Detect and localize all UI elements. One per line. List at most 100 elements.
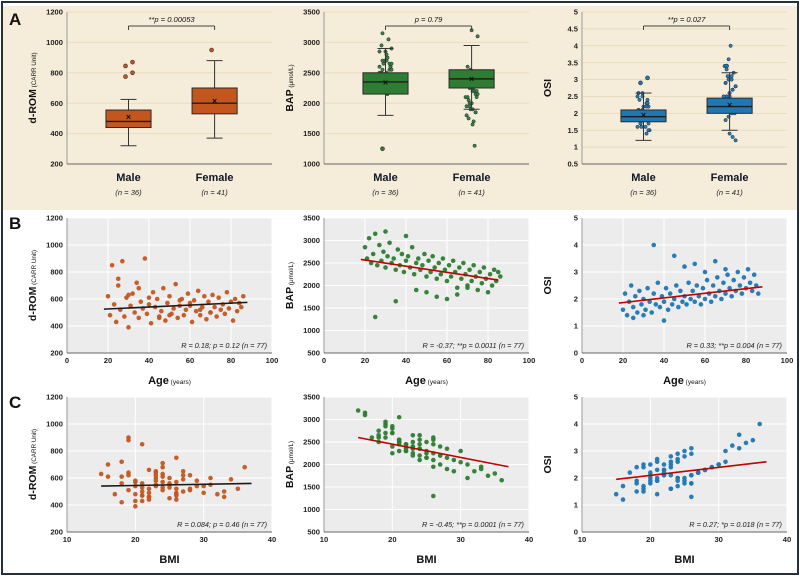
svg-text:200: 200 bbox=[50, 349, 63, 358]
svg-text:4.5: 4.5 bbox=[567, 24, 578, 33]
svg-text:1500: 1500 bbox=[303, 304, 320, 313]
svg-text:OSI: OSI bbox=[542, 79, 554, 97]
svg-text:(n = 36): (n = 36) bbox=[630, 188, 657, 197]
svg-text:1000: 1000 bbox=[46, 420, 63, 429]
svg-text:40: 40 bbox=[659, 356, 667, 365]
scatter-drom-vs-bmi: 200 400 600 800 1000 1200 d-ROM (CARR Unit) 10 2… bbox=[25, 389, 282, 568]
svg-text:BAP (μmol/L): BAP (μmol/L) bbox=[284, 64, 296, 111]
svg-text:1: 1 bbox=[573, 322, 578, 331]
svg-text:×: × bbox=[469, 74, 474, 84]
svg-text:600: 600 bbox=[50, 99, 63, 108]
svg-text:20: 20 bbox=[388, 535, 396, 544]
svg-text:2: 2 bbox=[573, 109, 577, 118]
svg-text:1: 1 bbox=[573, 143, 578, 152]
svg-text:3000: 3000 bbox=[303, 415, 320, 424]
panel-label-a: A bbox=[9, 10, 22, 29]
svg-text:2000: 2000 bbox=[303, 460, 320, 469]
svg-text:BMI: BMI bbox=[674, 554, 694, 566]
svg-text:40: 40 bbox=[402, 356, 410, 365]
svg-text:10: 10 bbox=[63, 535, 71, 544]
svg-text:BAP (μmol/L): BAP (μmol/L) bbox=[284, 441, 296, 488]
svg-text:40: 40 bbox=[145, 356, 153, 365]
svg-text:1000: 1000 bbox=[46, 38, 63, 47]
svg-text:100: 100 bbox=[523, 356, 536, 365]
scatter-bap-vs-age: 500 1000 1500 2000 2500 3000 3500 BAP (μmol/L) 0… bbox=[282, 210, 539, 389]
svg-text:1.5: 1.5 bbox=[567, 126, 578, 135]
svg-text:Male: Male bbox=[116, 172, 140, 184]
svg-text:×: × bbox=[383, 78, 388, 88]
svg-text:20: 20 bbox=[618, 356, 626, 365]
svg-text:80: 80 bbox=[741, 356, 749, 365]
svg-text:4: 4 bbox=[573, 241, 578, 250]
svg-text:3000: 3000 bbox=[303, 38, 320, 47]
svg-text:10: 10 bbox=[577, 535, 585, 544]
svg-text:5: 5 bbox=[573, 8, 578, 17]
chart-svg-a-osi: 0.5 1 1.5 2 2.5 3 3.5 4 4.5 5 OSI × Male (n = 36) × Fem… bbox=[542, 8, 787, 197]
svg-text:R = 0.084; p = 0.46 (n = 77): R = 0.084; p = 0.46 (n = 77) bbox=[177, 520, 267, 529]
svg-text:80: 80 bbox=[484, 356, 492, 365]
svg-text:1000: 1000 bbox=[303, 505, 320, 514]
scatter-osi-vs-bmi: 0 1 2 3 4 5 OSI 10 20 30 40 BMI R = 0.27; *p = 0.018… bbox=[540, 389, 797, 568]
svg-text:Male: Male bbox=[374, 172, 398, 184]
chart-svg-a-bap: 1000 1500 2000 2500 3000 3500 BAP (μmol/L) × Mal… bbox=[284, 8, 530, 197]
svg-text:×: × bbox=[641, 110, 646, 120]
svg-text:0: 0 bbox=[580, 356, 584, 365]
svg-text:0: 0 bbox=[65, 356, 69, 365]
svg-text:(n = 41): (n = 41) bbox=[716, 188, 743, 197]
svg-text:1500: 1500 bbox=[303, 129, 320, 138]
svg-text:BMI: BMI bbox=[417, 554, 437, 566]
svg-text:×: × bbox=[727, 100, 732, 110]
svg-text:Female: Female bbox=[196, 172, 234, 184]
boxplot-bap-by-sex: 1000 1500 2000 2500 3000 3500 BAP (μmol/L) × Mal… bbox=[282, 6, 539, 210]
svg-text:BAP (μmol/L): BAP (μmol/L) bbox=[284, 262, 296, 309]
svg-text:(n = 36): (n = 36) bbox=[115, 188, 142, 197]
svg-text:2000: 2000 bbox=[303, 99, 320, 108]
svg-text:1500: 1500 bbox=[303, 483, 320, 492]
svg-text:BMI: BMI bbox=[159, 554, 179, 566]
svg-text:400: 400 bbox=[50, 501, 63, 510]
svg-text:1200: 1200 bbox=[46, 214, 63, 223]
svg-text:1000: 1000 bbox=[303, 326, 320, 335]
svg-text:Female: Female bbox=[710, 172, 748, 184]
svg-text:2500: 2500 bbox=[303, 68, 320, 77]
svg-text:d-ROM (CARR Unit): d-ROM (CARR Unit) bbox=[27, 52, 39, 123]
svg-text:3.5: 3.5 bbox=[567, 58, 578, 67]
svg-text:(n = 41): (n = 41) bbox=[459, 188, 486, 197]
svg-text:p = 0.79: p = 0.79 bbox=[414, 15, 443, 24]
svg-text:1200: 1200 bbox=[46, 393, 63, 402]
svg-text:(n = 41): (n = 41) bbox=[201, 188, 228, 197]
panel-row-a: A 200 400 600 800 1000 1200 d-ROM (CARR Unit) ×… bbox=[3, 6, 797, 210]
svg-text:40: 40 bbox=[268, 535, 276, 544]
svg-text:×: × bbox=[212, 96, 217, 106]
svg-text:30: 30 bbox=[457, 535, 465, 544]
svg-text:30: 30 bbox=[714, 535, 722, 544]
svg-text:R = 0.18; p = 0.12 (n = 77): R = 0.18; p = 0.12 (n = 77) bbox=[181, 341, 267, 350]
svg-text:500: 500 bbox=[308, 528, 321, 537]
svg-text:10: 10 bbox=[320, 535, 328, 544]
svg-text:1000: 1000 bbox=[46, 241, 63, 250]
svg-text:5: 5 bbox=[573, 214, 578, 223]
svg-text:30: 30 bbox=[199, 535, 207, 544]
svg-text:3: 3 bbox=[573, 447, 577, 456]
svg-text:0: 0 bbox=[573, 349, 577, 358]
svg-text:2500: 2500 bbox=[303, 259, 320, 268]
svg-text:20: 20 bbox=[646, 535, 654, 544]
svg-text:800: 800 bbox=[50, 68, 63, 77]
svg-text:2: 2 bbox=[573, 295, 577, 304]
panel-row-c: C 200 400 600 800 1000 1200 d-ROM (CARR Unit) 1… bbox=[3, 389, 797, 568]
svg-text:d-ROM (CARR Unit): d-ROM (CARR Unit) bbox=[27, 429, 39, 500]
svg-text:20: 20 bbox=[361, 356, 369, 365]
svg-text:Age (years): Age (years) bbox=[663, 375, 706, 387]
svg-text:R = 0.33; **p = 0.004 (n = 77): R = 0.33; **p = 0.004 (n = 77) bbox=[686, 341, 782, 350]
svg-text:2: 2 bbox=[573, 474, 577, 483]
svg-text:3500: 3500 bbox=[303, 214, 320, 223]
svg-text:2000: 2000 bbox=[303, 281, 320, 290]
svg-text:(n = 36): (n = 36) bbox=[373, 188, 400, 197]
svg-text:600: 600 bbox=[50, 474, 63, 483]
svg-text:500: 500 bbox=[308, 349, 321, 358]
chart-svg-b-drom: 200 400 600 800 1000 1200 d-ROM (CARR Unit) 0 20… bbox=[27, 214, 278, 387]
svg-text:200: 200 bbox=[50, 160, 63, 169]
panel-row-b: B 200 400 600 800 1000 1200 d-ROM (CARR Unit) 0… bbox=[3, 210, 797, 389]
svg-text:4: 4 bbox=[573, 41, 578, 50]
